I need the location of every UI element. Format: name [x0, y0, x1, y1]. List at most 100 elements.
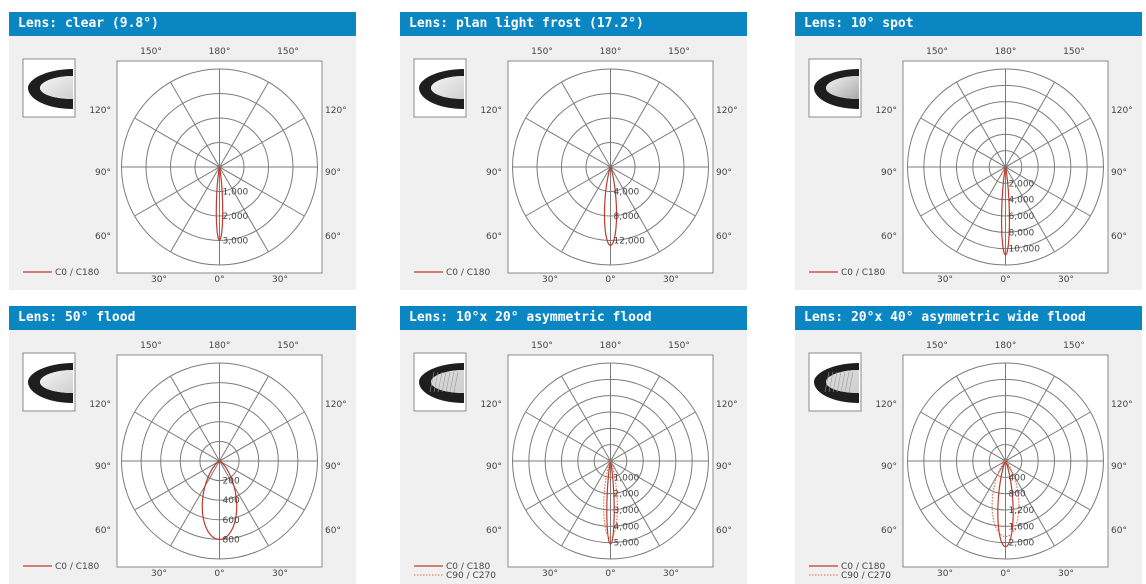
angle-label: 120° [89, 106, 111, 116]
angle-label: 120° [89, 400, 111, 410]
polar-chart-20x40-asymmetric-wide-flood: 150° 180° 150° 120° 120° 90° 90° 60° 60° 30° 0° 30°… [808, 341, 1133, 581]
radial-label: 1,000 [614, 473, 640, 483]
series-curve-1 [991, 460, 1020, 538]
radial-label: 1,200 [1009, 506, 1035, 516]
angle-label: 180° [600, 341, 622, 351]
angle-label: 150° [140, 341, 162, 351]
legend-label: C90 / C270 [446, 571, 496, 581]
polar-chart-10-spot: 150° 180° 150° 120° 120° 90° 90° 60° 60° 30° 0° 30°… [808, 47, 1133, 285]
radial-label: 1,000 [223, 188, 249, 198]
lens-surface [40, 370, 73, 393]
angle-label: 90° [486, 462, 502, 472]
angle-label: 120° [875, 106, 897, 116]
radial-label: 3,000 [223, 237, 249, 247]
radial-label: 800 [223, 535, 240, 545]
angle-label: 60° [1111, 526, 1127, 536]
lens-thumbnail-2 [808, 58, 862, 118]
lens-pattern-line [437, 371, 443, 393]
panel-title-10-spot: Lens: 10° spot [795, 12, 1142, 36]
radial-label: 8,000 [1009, 228, 1035, 238]
lens-pattern-line [840, 371, 846, 393]
panel-title-20x40-asymmetric-wide-flood: Lens: 20°x 40° asymmetric wide flood [795, 306, 1142, 330]
angle-label: 60° [325, 232, 341, 242]
legend-label: C0 / C180 [841, 268, 886, 278]
radial-label: 4,000 [1009, 196, 1035, 206]
lens-thumbnail-4 [413, 352, 467, 412]
angle-label: 90° [95, 168, 111, 178]
angle-label: 60° [1111, 232, 1127, 242]
angle-label: 150° [926, 47, 948, 57]
radial-label: 5,000 [614, 539, 640, 549]
lens-pattern-line [429, 371, 435, 393]
angle-label: 30° [937, 569, 953, 579]
angle-label: 60° [716, 526, 732, 536]
angle-label: 90° [95, 462, 111, 472]
legend-label: C0 / C180 [55, 562, 100, 572]
radial-label: 600 [223, 516, 240, 526]
radial-label: 2,000 [614, 490, 640, 500]
angle-label: 90° [881, 168, 897, 178]
angle-label: 90° [881, 462, 897, 472]
chart-panel-20x40-asymmetric-wide-flood: Lens: 20°x 40° asymmetric wide flood 150… [795, 306, 1142, 584]
lens-pattern-line [449, 371, 455, 393]
lens-pattern-line [453, 371, 459, 393]
lens-pattern-line [832, 371, 838, 393]
lens-surface [826, 76, 859, 99]
chart-panel-10x20-asymmetric-flood: Lens: 10°x 20° asymmetric flood 150° 180°… [400, 306, 747, 584]
angle-label: 30° [542, 569, 558, 579]
chart-panel-plan-light-frost: Lens: plan light frost (17.2°) 150° 180° 1… [400, 12, 747, 290]
angle-label: 0° [214, 569, 224, 579]
lens-rim [419, 69, 464, 109]
angle-label: 60° [716, 232, 732, 242]
angle-label: 180° [209, 47, 231, 57]
polar-chart-10x20-asymmetric-flood: 150° 180° 150° 120° 120° 90° 90° 60° 60° 30° 0° 30°… [413, 341, 738, 581]
angle-label: 60° [486, 232, 502, 242]
lens-pattern-line [433, 371, 439, 393]
angle-label: 90° [325, 462, 341, 472]
radial-label: 400 [1009, 473, 1026, 483]
panel-title-10x20-asymmetric-flood: Lens: 10°x 20° asymmetric flood [400, 306, 747, 330]
angle-label: 60° [486, 526, 502, 536]
lens-pattern-line [836, 371, 842, 393]
legend-label: C0 / C180 [55, 268, 100, 278]
angle-label: 180° [995, 341, 1017, 351]
legend-label: C0 / C180 [446, 268, 491, 278]
angle-label: 180° [995, 47, 1017, 57]
lens-rim [814, 363, 859, 403]
angle-label: 30° [663, 275, 679, 285]
angle-label: 30° [151, 569, 167, 579]
angle-label: 90° [325, 168, 341, 178]
lens-surface [40, 76, 73, 99]
angle-label: 30° [272, 569, 288, 579]
angle-label: 30° [937, 275, 953, 285]
radial-label: 8,000 [614, 212, 640, 222]
angle-label: 90° [716, 462, 732, 472]
lens-surface [431, 76, 464, 99]
angle-label: 120° [480, 400, 502, 410]
angle-label: 120° [875, 400, 897, 410]
lens-pattern-line [848, 371, 854, 393]
radial-label: 800 [1009, 490, 1026, 500]
radial-label: 400 [223, 496, 240, 506]
radial-label: 2,000 [1009, 539, 1035, 549]
angle-label: 180° [209, 341, 231, 351]
angle-label: 120° [480, 106, 502, 116]
angle-label: 60° [325, 526, 341, 536]
lens-thumbnail-0 [22, 58, 76, 118]
angle-label: 90° [716, 168, 732, 178]
angle-label: 90° [486, 168, 502, 178]
radial-label: 4,000 [614, 522, 640, 532]
radial-label: 2,000 [223, 212, 249, 222]
angle-label: 150° [926, 341, 948, 351]
lens-pattern-line [828, 371, 834, 393]
panel-title-plan-light-frost: Lens: plan light frost (17.2°) [400, 12, 747, 36]
angle-label: 30° [1058, 275, 1074, 285]
angle-label: 120° [325, 400, 347, 410]
angle-label: 30° [663, 569, 679, 579]
angle-label: 120° [1111, 106, 1133, 116]
angle-label: 0° [1000, 275, 1010, 285]
angle-label: 150° [531, 47, 553, 57]
angle-label: 120° [1111, 400, 1133, 410]
angle-label: 30° [272, 275, 288, 285]
radial-label: 200 [223, 477, 240, 487]
